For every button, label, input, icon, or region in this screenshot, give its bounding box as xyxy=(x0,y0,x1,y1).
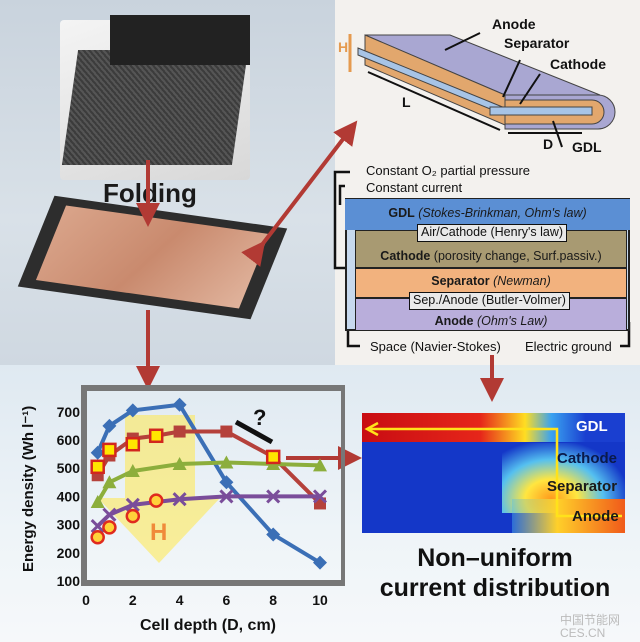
data-point xyxy=(266,489,281,504)
data-point xyxy=(148,428,164,444)
annotation-h: H xyxy=(150,519,167,546)
y-tick-label: 500 xyxy=(57,460,81,476)
data-point xyxy=(313,555,327,570)
label-cathode: Cathode xyxy=(550,56,606,72)
bc-bracket-left xyxy=(333,170,350,270)
data-point xyxy=(265,449,281,465)
gdl-band xyxy=(362,413,625,442)
y-axis-label: Energy density (Wh l⁻¹) xyxy=(20,406,37,572)
data-point xyxy=(313,458,327,472)
data-point xyxy=(102,475,117,489)
data-point xyxy=(90,530,105,545)
label-gdl: GDL xyxy=(572,139,602,155)
data-point xyxy=(219,455,234,469)
y-tick-label: 700 xyxy=(57,404,81,420)
data-point xyxy=(102,418,117,433)
data-point xyxy=(266,527,281,542)
y-tick-label: 400 xyxy=(57,488,81,504)
x-tick-label: 4 xyxy=(176,592,184,608)
data-point xyxy=(125,508,141,524)
bc-constant-current: Constant current xyxy=(366,180,463,195)
map-label-anode: Anode xyxy=(572,508,619,525)
data-point xyxy=(125,436,141,452)
annotation-question: ? xyxy=(253,405,266,430)
energy-density-chart: H ? 0 2 4 6 8 10 100 200 300 400 500 600 700 Cell de… xyxy=(20,385,345,634)
bc-space: Space (Navier-Stokes) xyxy=(370,339,501,354)
series-diamond xyxy=(90,397,327,570)
chart-frame xyxy=(81,385,345,586)
x-tick-label: 8 xyxy=(269,592,277,608)
watermark-logo: 中国节能网 CES.CN xyxy=(560,613,621,641)
data-point xyxy=(219,475,234,490)
data-point xyxy=(90,445,105,460)
current-distribution-map: GDL Cathode Separator Anode xyxy=(362,413,625,533)
data-point xyxy=(125,497,140,512)
h-triangle-highlight xyxy=(98,415,220,563)
data-point xyxy=(125,464,140,478)
label-anode: Anode xyxy=(492,16,536,32)
watermark-text-en: CES.CN xyxy=(560,626,606,641)
data-point xyxy=(90,459,105,475)
map-label-gdl: GDL xyxy=(576,418,608,435)
layer-gdl: GDL (Stokes-Brinkman, Ohm's law) xyxy=(345,199,630,230)
data-point xyxy=(90,495,105,509)
series-circle-highlight xyxy=(90,493,164,545)
arrow-double xyxy=(241,120,358,267)
label-l: L xyxy=(402,94,411,110)
layer-anode: Anode (Ohm's Law) xyxy=(355,298,627,331)
bc-electric-ground: Electric ground xyxy=(525,339,612,354)
data-point xyxy=(220,425,233,438)
x-tick-label: 2 xyxy=(129,592,137,608)
folded-sheet-flap xyxy=(110,15,250,65)
y-tick-label: 300 xyxy=(57,517,81,533)
data-point xyxy=(219,489,234,504)
data-point xyxy=(148,493,164,508)
data-point xyxy=(172,492,187,507)
data-point xyxy=(90,518,105,534)
y-tick-label: 200 xyxy=(57,545,81,561)
x-tick-label: 6 xyxy=(223,592,231,608)
label-d: D xyxy=(543,136,554,152)
label-h: H xyxy=(338,39,349,55)
caption-line-2: current distribution xyxy=(379,574,611,602)
series-square-highlight xyxy=(90,428,281,475)
label-separator: Separator xyxy=(504,35,570,51)
series-x xyxy=(90,489,328,534)
bc-o2-pressure: Constant O₂ partial pressure xyxy=(366,163,531,178)
data-point xyxy=(102,507,117,522)
interface-sep-anode: Sep./Anode (Butler-Volmer) xyxy=(409,292,570,310)
data-point xyxy=(172,456,187,470)
data-point xyxy=(173,425,186,438)
data-point xyxy=(125,403,140,418)
layer-separator: Separator (Newman) xyxy=(355,268,627,298)
y-tick-label: 600 xyxy=(57,432,81,448)
result-caption: Non–uniform current distribution xyxy=(360,543,630,603)
map-label-separator: Separator xyxy=(547,478,618,495)
watermark-text-cn: 中国节能网 xyxy=(560,613,621,627)
current-path-arrow xyxy=(364,421,622,518)
x-tick-label: 0 xyxy=(82,592,90,608)
annotation-arrow xyxy=(234,419,274,445)
interface-air-cathode: Air/Cathode (Henry's law) xyxy=(417,224,568,242)
x-axis-label: Cell depth (D, cm) xyxy=(140,617,276,634)
x-tick-label: 10 xyxy=(312,592,328,608)
y-tick-label: 100 xyxy=(57,573,81,589)
map-label-cathode: Cathode xyxy=(557,450,617,467)
data-point xyxy=(102,442,117,458)
caption-line-1: Non–uniform xyxy=(417,544,573,572)
data-point xyxy=(312,489,328,504)
folded-cell-diagram xyxy=(348,32,616,148)
data-point xyxy=(102,520,117,535)
data-point xyxy=(172,397,187,412)
